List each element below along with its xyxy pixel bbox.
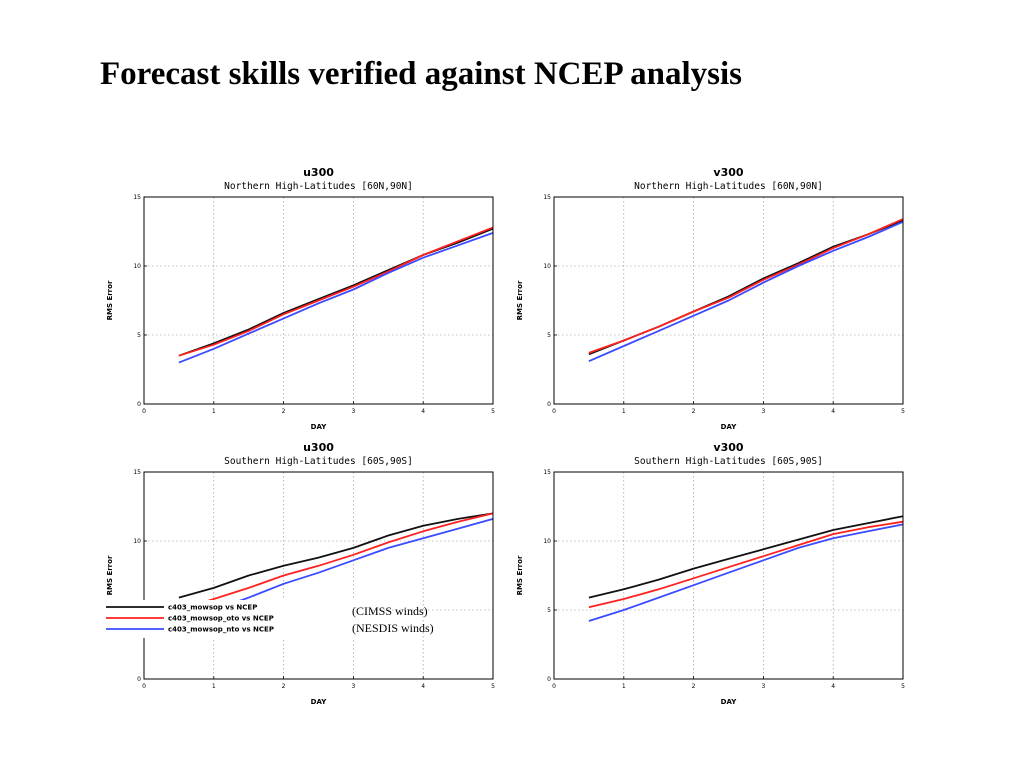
chart-subtitle: Southern High-Latitudes [60S,90S] xyxy=(224,456,413,467)
slide-title: Forecast skills verified against NCEP an… xyxy=(100,56,742,92)
x-tick-label: 2 xyxy=(282,408,286,415)
y-axis-label: RMS Error xyxy=(106,280,114,320)
legend-entry: c403_mowsop_nto vs NCEP xyxy=(168,626,274,634)
x-tick-label: 0 xyxy=(142,683,146,690)
y-axis-label: RMS Error xyxy=(106,555,114,595)
x-tick-label: 1 xyxy=(622,683,626,690)
y-tick-label: 0 xyxy=(137,676,141,683)
y-axis-label: RMS Error xyxy=(516,555,524,595)
chart-subtitle: Northern High-Latitudes [60N,90N] xyxy=(634,181,823,192)
series-line-black xyxy=(178,512,494,599)
plot-frame xyxy=(553,196,904,405)
chart-subtitle: Northern High-Latitudes [60N,90N] xyxy=(224,181,413,192)
x-tick-label: 3 xyxy=(351,683,355,690)
x-tick-label: 0 xyxy=(142,408,146,415)
x-tick-label: 3 xyxy=(351,408,355,415)
y-tick-label: 15 xyxy=(543,469,551,476)
annotation-cimss: (CIMSS winds) xyxy=(352,604,428,618)
y-tick-label: 0 xyxy=(547,401,551,408)
y-tick-label: 5 xyxy=(547,607,551,614)
series-line-black xyxy=(178,227,494,357)
x-tick-label: 5 xyxy=(491,408,495,415)
x-tick-label: 5 xyxy=(901,683,905,690)
annotation-nesdis: (NESDIS winds) xyxy=(352,621,434,635)
series-line-blue xyxy=(178,232,494,364)
y-tick-label: 10 xyxy=(133,538,141,545)
chart-u300-north: u300 Northern High-Latitudes [60N,90N] 0 1 2… xyxy=(106,166,495,431)
chart-v300-north: v300 Northern High-Latitudes [60N,90N] 0 1 2… xyxy=(516,166,905,431)
chart-title: v300 xyxy=(713,166,743,179)
x-axis-label: DAY xyxy=(721,423,738,431)
y-tick-label: 15 xyxy=(133,469,141,476)
x-tick-label: 4 xyxy=(421,683,425,690)
y-tick-label: 15 xyxy=(133,194,141,201)
y-tick-label: 5 xyxy=(137,332,141,339)
x-tick-label: 0 xyxy=(552,408,556,415)
plot-frame xyxy=(143,471,494,680)
x-tick-label: 4 xyxy=(421,408,425,415)
chart-u300-south: u300 Southern High-Latitudes [60S,90S] 0 1 2… xyxy=(104,441,495,706)
x-tick-label: 2 xyxy=(692,408,696,415)
y-tick-label: 10 xyxy=(133,263,141,270)
y-tick-label: 0 xyxy=(137,401,141,408)
x-tick-label: 2 xyxy=(692,683,696,690)
x-tick-label: 4 xyxy=(831,683,835,690)
x-axis-label: DAY xyxy=(311,698,328,706)
y-tick-label: 10 xyxy=(543,263,551,270)
y-tick-label: 0 xyxy=(547,676,551,683)
series-line-red xyxy=(178,512,494,611)
chart-title: u300 xyxy=(303,441,334,454)
plot-frame xyxy=(143,196,494,405)
chart-title: u300 xyxy=(303,166,334,179)
x-tick-label: 2 xyxy=(282,683,286,690)
x-axis-label: DAY xyxy=(721,698,738,706)
series-line-blue xyxy=(588,220,904,363)
legend-entry: c403_mowsop_oto vs NCEP xyxy=(168,615,274,623)
x-tick-label: 1 xyxy=(212,683,216,690)
x-tick-label: 1 xyxy=(622,408,626,415)
y-tick-label: 15 xyxy=(543,194,551,201)
x-tick-label: 3 xyxy=(761,683,765,690)
y-tick-label: 5 xyxy=(547,332,551,339)
series-line-red xyxy=(588,218,904,354)
y-axis-label: RMS Error xyxy=(516,280,524,320)
plot-frame xyxy=(553,471,904,680)
x-tick-label: 0 xyxy=(552,683,556,690)
x-tick-label: 3 xyxy=(761,408,765,415)
x-tick-label: 5 xyxy=(491,683,495,690)
legend-entry: c403_mowsop vs NCEP xyxy=(168,604,257,612)
x-axis-label: DAY xyxy=(311,423,328,431)
x-tick-label: 4 xyxy=(831,408,835,415)
y-tick-label: 10 xyxy=(543,538,551,545)
chart-subtitle: Southern High-Latitudes [60S,90S] xyxy=(634,456,823,467)
x-tick-label: 1 xyxy=(212,408,216,415)
chart-v300-south: v300 Southern High-Latitudes [60S,90S] 0 1 2… xyxy=(516,441,905,706)
series-line-red xyxy=(178,226,494,357)
x-tick-label: 5 xyxy=(901,408,905,415)
series-line-blue xyxy=(588,523,904,622)
series-line-black xyxy=(588,219,904,356)
series-line-black xyxy=(588,515,904,599)
series-line-red xyxy=(588,520,904,609)
chart-title: v300 xyxy=(713,441,743,454)
